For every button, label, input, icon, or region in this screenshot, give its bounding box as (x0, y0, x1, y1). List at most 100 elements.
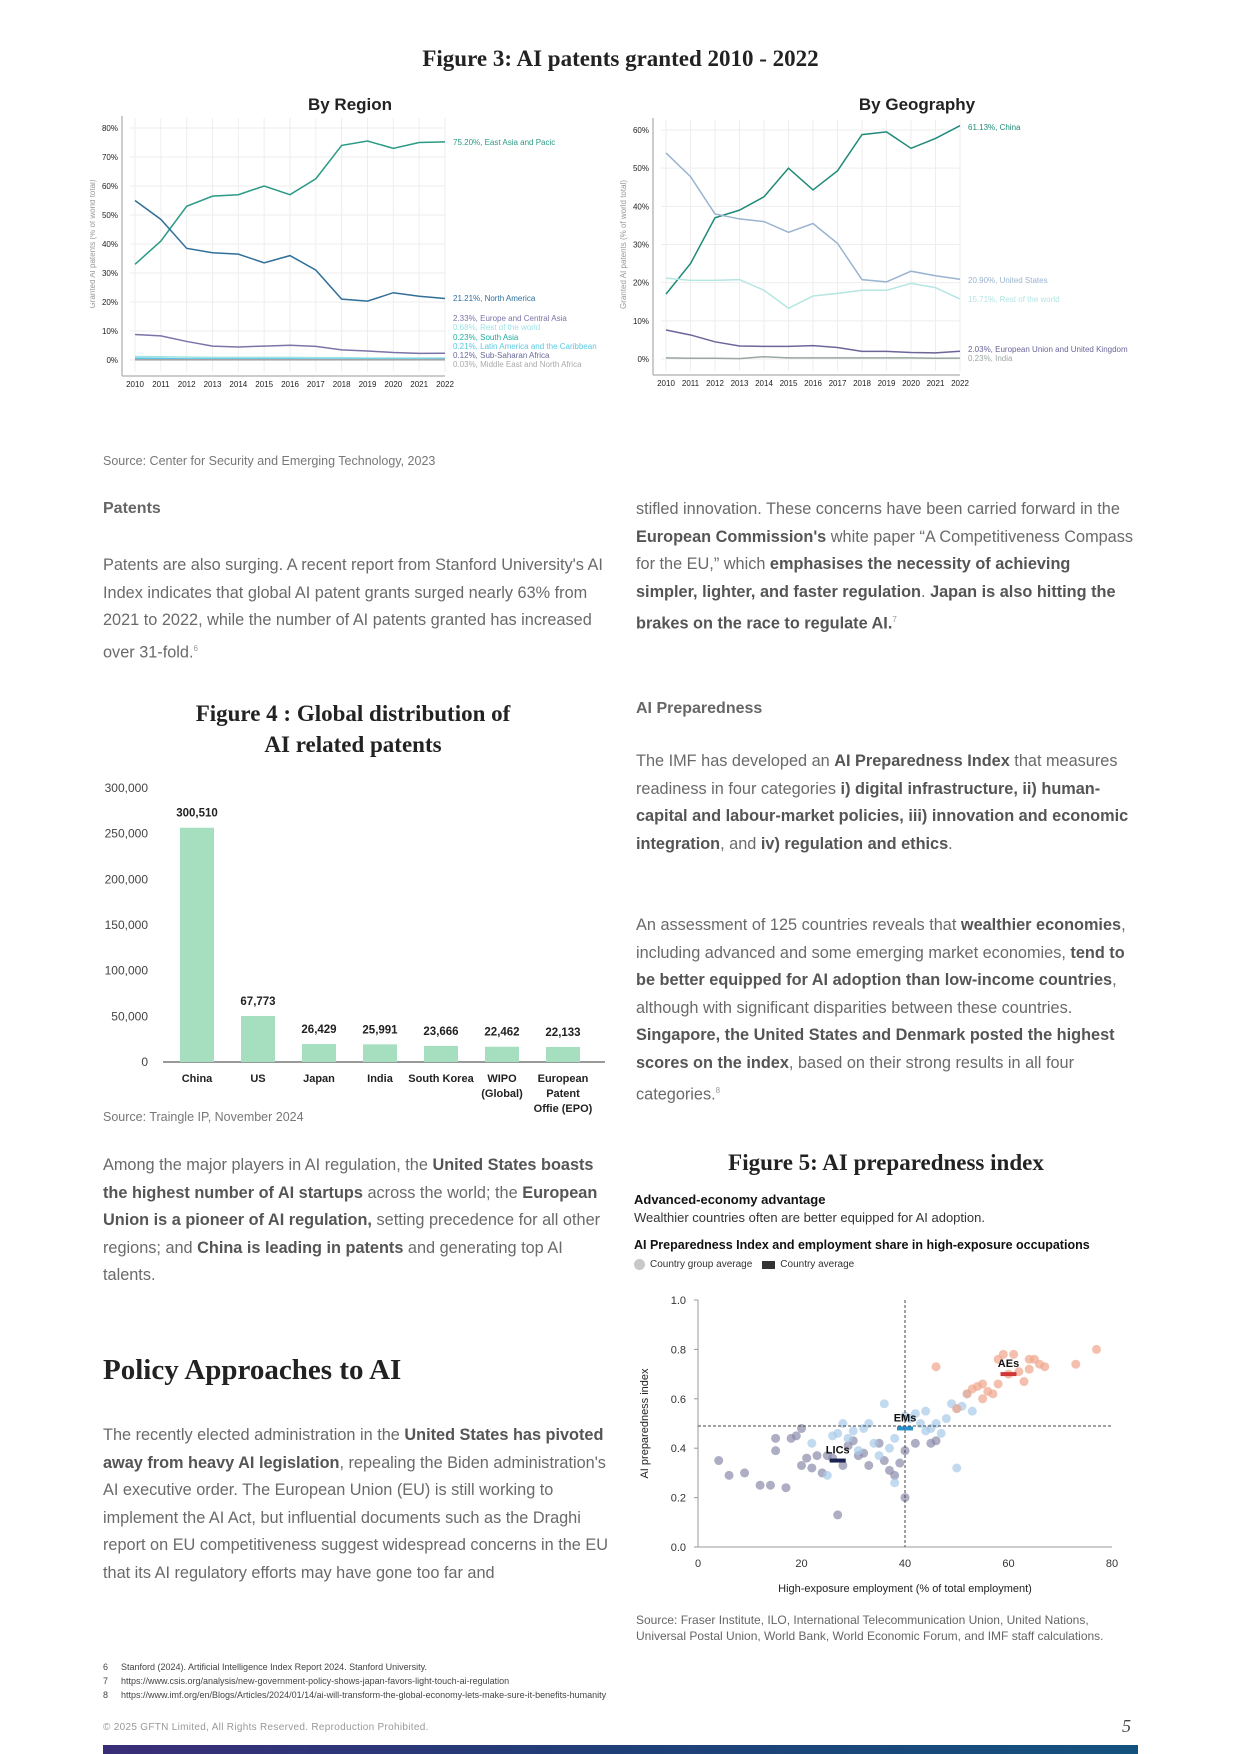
text-run: that measures readiness in four categori… (636, 752, 1118, 798)
group-average-aes (1000, 1372, 1017, 1377)
footnote-text: Stanford (2024). Artificial Intelligence… (121, 1662, 427, 1672)
bar-value-label: 300,510 (176, 808, 218, 820)
series-line-rest-of-the-world (665, 277, 961, 310)
x-tick-label: 2011 (152, 380, 170, 389)
x-category-label: South Korea (408, 1073, 474, 1085)
text-run: iv) regulation and ethics (760, 834, 949, 853)
text-run: and generating top AI talents. (103, 1238, 563, 1285)
point-lics (771, 1446, 781, 1456)
point-lics (797, 1460, 806, 1470)
x-tick-label: 2016 (804, 379, 822, 388)
bar-value-label: 26,429 (301, 1024, 336, 1036)
text-run: , and (720, 834, 761, 853)
point-ems (853, 1446, 863, 1456)
copyright: © 2025 GFTN Limited, All Rights Reserved… (103, 1722, 429, 1733)
x-category-label: Patent (546, 1088, 580, 1100)
x-tick-label: 2020 (384, 380, 402, 389)
group-label: EMs (894, 1412, 917, 1424)
x-tick-label: 2014 (229, 380, 247, 389)
point-ems (921, 1406, 931, 1416)
bar-legend-icon (762, 1260, 776, 1269)
text-run: China is leading in patents (197, 1238, 404, 1257)
point-ems (843, 1433, 853, 1443)
preparedness-scatter-chart: 0.0 0.2 0.4 0.6 0.8 1.0 0 20 40 60 80 High-exposure… (639, 1295, 1118, 1595)
x-tick-label: 2022 (951, 379, 969, 388)
x-tick-label: 2012 (706, 379, 724, 388)
x-category-label: European (538, 1073, 589, 1085)
text-run: . (948, 834, 953, 853)
geography-line-chart: 2010 2011 2012 2013 2014 2015 2016 2017 2018 2019… (620, 118, 1128, 388)
group-average-ems (897, 1426, 913, 1431)
text-run: white paper “A Competitiveness Compass f… (636, 527, 1134, 574)
point-aes (1019, 1377, 1029, 1387)
x-tick-label: 2014 (755, 379, 773, 388)
legend-group-average: Country group average (650, 1259, 753, 1270)
point-ems (941, 1414, 951, 1424)
y-tick-label: 250,000 (105, 827, 149, 841)
series-label: 2.03%, European Union and United Kingdom (968, 345, 1128, 354)
point-ems (967, 1406, 977, 1416)
text-run: Among the major players in AI regulation… (103, 1156, 433, 1174)
y-tick-label: 80% (102, 124, 118, 133)
text-run: The recently elected administration in t… (103, 1426, 405, 1444)
point-ems (879, 1399, 889, 1409)
text-run: . (921, 582, 931, 601)
figure-3-title: Figure 3: AI patents granted 2010 - 2022 (422, 46, 819, 71)
series-label: 0.23%, India (968, 354, 1013, 363)
point-lics (724, 1470, 734, 1480)
x-tick-label: 2015 (255, 380, 273, 389)
x-tick-label: 2018 (853, 379, 871, 388)
point-ems (916, 1419, 926, 1428)
text-run: United States has pivoted away from heav… (103, 1426, 604, 1472)
point-aes (998, 1349, 1008, 1359)
x-tick-label: 2022 (436, 380, 454, 389)
assessment-paragraph: An assessment of 125 countries reveals t… (636, 912, 1141, 1109)
y-tick-label: 20% (102, 298, 118, 307)
x-tick-label: 20 (795, 1558, 807, 1570)
y-tick-label: 50% (633, 164, 649, 173)
regulation-players-paragraph: Among the major players in AI regulation… (103, 1152, 608, 1290)
x-tick-label: 2013 (204, 380, 222, 389)
x-tick-label: 2019 (359, 380, 377, 389)
y-tick-label: 1.0 (671, 1295, 686, 1307)
policy-paragraph: The recently elected administration in t… (103, 1422, 608, 1587)
point-ems (833, 1428, 843, 1438)
point-lics (714, 1456, 724, 1466)
x-tick-label: 2020 (902, 379, 920, 388)
y-axis-label: Granted AI patents (% of world total) (90, 179, 97, 308)
y-tick-label: 0.6 (671, 1394, 686, 1406)
text-run: European Union is a pioneer of AI regula… (103, 1183, 598, 1230)
bar-wipo (485, 1046, 519, 1062)
series-label: 21.21%, North America (453, 294, 536, 303)
text-run: , although with significant disparities … (636, 971, 1117, 1017)
footnote-text: https://www.csis.org/analysis/new-govern… (121, 1676, 510, 1686)
y-tick-label: 50% (102, 211, 118, 220)
point-ems (838, 1419, 848, 1428)
y-tick-label: 40% (102, 240, 118, 249)
figure-5-subtitle: Advanced-economy advantage (634, 1192, 826, 1207)
point-lics (771, 1433, 781, 1443)
figure-4-title-line2: AI related patents (264, 732, 442, 757)
x-category-label: Offie (EPO) (534, 1103, 593, 1115)
series-label: 0.03%, Middle East and North Africa (453, 360, 582, 369)
legend-country-average: Country average (780, 1259, 855, 1270)
region-line-chart: 2010 2011 2012 2013 2014 2015 2016 2017 2018 2019… (90, 116, 597, 389)
x-tick-label: 2016 (281, 380, 299, 389)
footnote: 7 https://www.csis.org/analysis/new-gover… (103, 1674, 606, 1688)
x-tick-label: 2013 (731, 379, 749, 388)
text-run: European Commission's (636, 527, 827, 546)
series-line-united-states (665, 152, 961, 283)
point-ems (869, 1438, 879, 1448)
y-tick-label: 70% (102, 153, 118, 162)
bar-china (180, 827, 214, 1062)
bar-value-label: 23,666 (423, 1026, 458, 1038)
point-aes (1040, 1362, 1050, 1372)
group-label: AEs (998, 1358, 1019, 1370)
point-aes (1024, 1364, 1034, 1374)
bar-european (546, 1046, 580, 1062)
series-label: 15.71%, Rest of the world (968, 295, 1060, 304)
y-tick-label: 100,000 (105, 964, 149, 978)
y-tick-label: 60% (102, 182, 118, 191)
text-run: AI Preparedness Index (834, 752, 1010, 770)
point-lics (864, 1460, 874, 1470)
